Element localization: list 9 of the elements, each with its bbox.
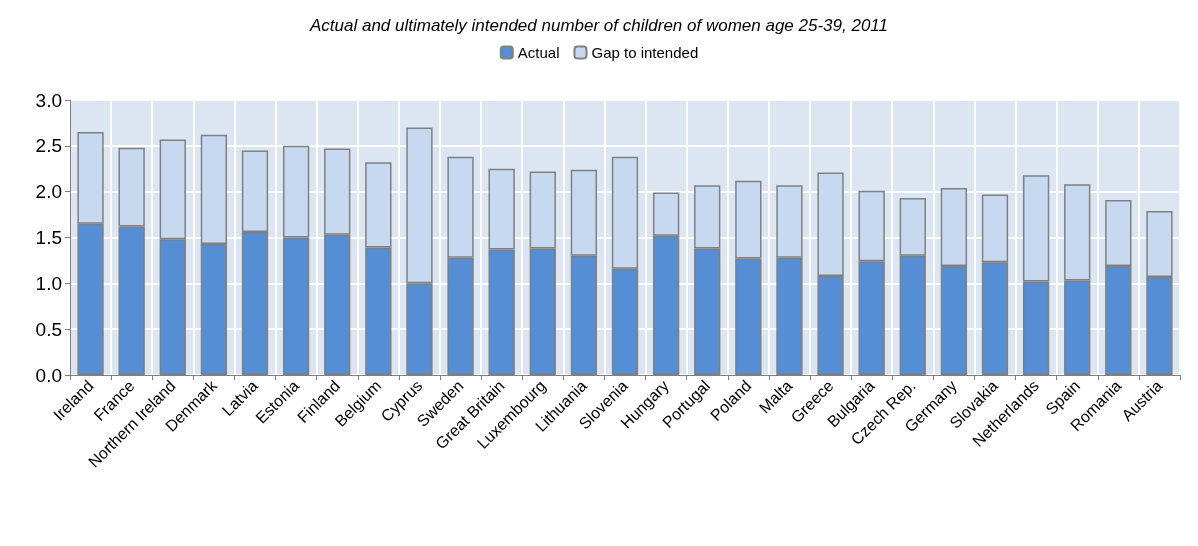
- y-tick-label: 0.5: [35, 318, 62, 340]
- chart-title: Actual and ultimately intended number of children of women age 25-39, 2011: [308, 16, 889, 35]
- y-tick-label: 2.5: [35, 135, 62, 157]
- y-tick-label: 1.0: [35, 272, 62, 294]
- y-tick-label: 2.0: [35, 181, 62, 203]
- y-tick-label: 3.0: [35, 89, 62, 111]
- legend-label: Actual: [517, 44, 560, 61]
- y-tick-label: 1.5: [35, 227, 62, 248]
- legend-label: Gap to intended: [591, 44, 699, 61]
